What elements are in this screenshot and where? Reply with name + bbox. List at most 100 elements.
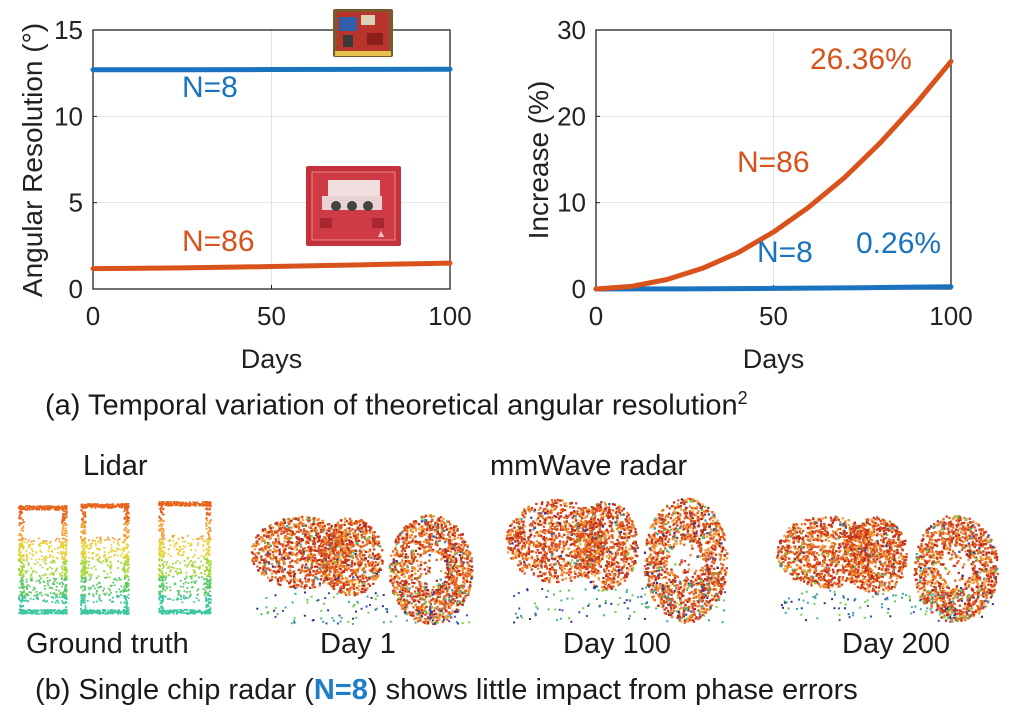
point <box>18 554 21 556</box>
point <box>333 587 336 591</box>
point <box>406 566 409 569</box>
point <box>353 594 356 597</box>
point <box>261 537 264 540</box>
point <box>310 556 314 559</box>
point <box>411 566 414 569</box>
point <box>412 611 415 614</box>
point <box>101 505 104 508</box>
point <box>313 586 316 589</box>
point <box>82 594 85 596</box>
point <box>407 582 411 586</box>
point <box>63 596 66 598</box>
point <box>46 600 48 602</box>
point <box>186 591 188 593</box>
point <box>207 599 210 601</box>
point <box>442 590 445 593</box>
point <box>305 583 308 587</box>
point <box>83 525 85 528</box>
point <box>276 562 279 565</box>
point <box>349 546 352 550</box>
point <box>22 579 24 582</box>
point <box>377 541 381 545</box>
point <box>419 589 422 593</box>
point <box>354 529 357 532</box>
point <box>327 560 330 563</box>
point <box>364 557 367 560</box>
point <box>63 556 66 559</box>
point <box>424 523 427 526</box>
point <box>275 549 278 552</box>
point <box>459 559 462 562</box>
point <box>428 543 431 546</box>
point <box>274 540 277 543</box>
point <box>162 528 165 530</box>
point <box>320 560 323 564</box>
point <box>257 568 260 572</box>
point <box>452 547 456 550</box>
point <box>175 541 178 544</box>
point <box>342 540 345 544</box>
point <box>90 576 92 579</box>
point <box>434 535 437 538</box>
point <box>84 555 87 558</box>
point <box>364 576 368 579</box>
point <box>406 556 410 559</box>
point <box>207 587 210 589</box>
point <box>361 574 364 577</box>
point <box>450 539 454 542</box>
point <box>280 553 283 556</box>
point <box>445 587 448 590</box>
point <box>159 593 162 596</box>
point <box>118 503 121 506</box>
point <box>363 559 366 562</box>
point <box>364 550 368 553</box>
point <box>207 539 209 541</box>
point <box>429 614 432 617</box>
point <box>276 523 279 526</box>
point <box>112 541 115 544</box>
point <box>461 566 464 569</box>
point <box>254 544 258 548</box>
point <box>191 574 194 577</box>
point <box>47 507 50 510</box>
point <box>335 565 338 568</box>
point <box>106 538 109 541</box>
point <box>82 517 84 520</box>
point <box>368 578 371 581</box>
point <box>127 560 129 562</box>
point <box>206 594 209 597</box>
point <box>377 553 380 556</box>
point <box>94 507 97 509</box>
point <box>339 587 342 590</box>
point <box>316 532 319 535</box>
point <box>167 611 170 614</box>
point <box>278 542 281 545</box>
point <box>179 579 182 582</box>
point <box>169 598 171 600</box>
point <box>438 610 441 613</box>
point <box>116 595 118 598</box>
point <box>176 573 179 576</box>
point <box>178 545 181 548</box>
point <box>195 504 197 507</box>
point <box>21 539 24 542</box>
point <box>22 506 24 508</box>
point <box>160 540 163 543</box>
point <box>303 536 306 539</box>
point <box>304 542 308 545</box>
point <box>92 595 95 597</box>
point <box>65 505 68 508</box>
point <box>274 576 277 579</box>
point <box>104 504 106 506</box>
point <box>49 611 52 614</box>
point <box>21 568 24 571</box>
point <box>111 596 114 599</box>
point <box>209 607 212 609</box>
point <box>49 609 52 612</box>
point <box>90 573 93 576</box>
point <box>158 528 161 531</box>
point <box>32 570 34 573</box>
point <box>82 599 85 602</box>
point <box>403 526 406 530</box>
point <box>82 554 85 556</box>
